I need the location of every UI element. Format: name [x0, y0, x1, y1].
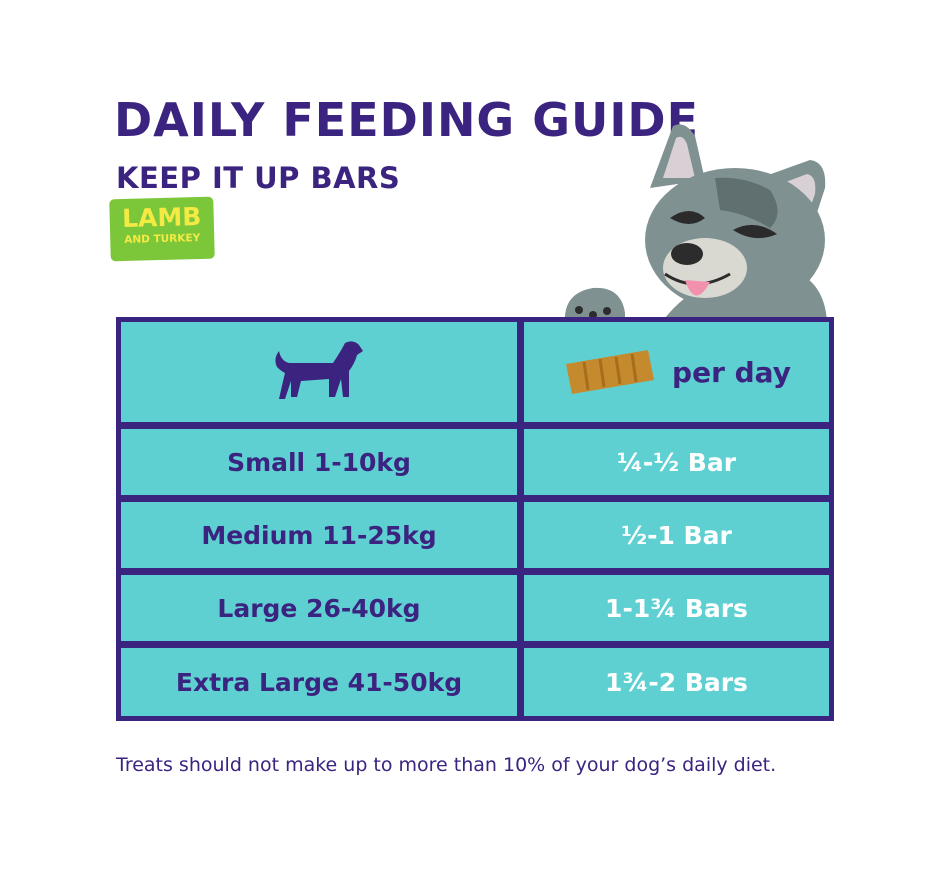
french-bulldog-illustration — [564, 124, 827, 323]
dog-silhouette-icon — [275, 341, 363, 399]
header-dog-cell — [121, 322, 517, 422]
treat-bar-icon — [566, 350, 655, 394]
flavour-badge-main: LAMB — [121, 201, 202, 234]
row-size-3: Large 26-40kg — [121, 575, 517, 641]
product-subtitle: KEEP IT UP BARS — [116, 161, 401, 195]
footnote: Treats should not make up to more than 1… — [116, 754, 777, 776]
header-per-day-cell: per day — [524, 322, 829, 422]
feeding-table: per day Small 1-10kg ¼-½ Bar Medium 11-2… — [116, 317, 834, 721]
row-amount-3: 1-1¾ Bars — [524, 575, 829, 641]
row-size-2: Medium 11-25kg — [121, 502, 517, 568]
page-title: DAILY FEEDING GUIDE — [114, 93, 700, 147]
row-amount-4: 1¾-2 Bars — [524, 648, 829, 716]
flavour-badge-sub: AND TURKEY — [124, 232, 201, 246]
per-day-label: per day — [672, 355, 791, 389]
row-size-1: Small 1-10kg — [121, 429, 517, 495]
row-amount-1: ¼-½ Bar — [524, 429, 829, 495]
row-amount-2: ½-1 Bar — [524, 502, 829, 568]
row-size-4: Extra Large 41-50kg — [121, 648, 517, 716]
flavour-badge: LAMB AND TURKEY — [109, 196, 215, 262]
